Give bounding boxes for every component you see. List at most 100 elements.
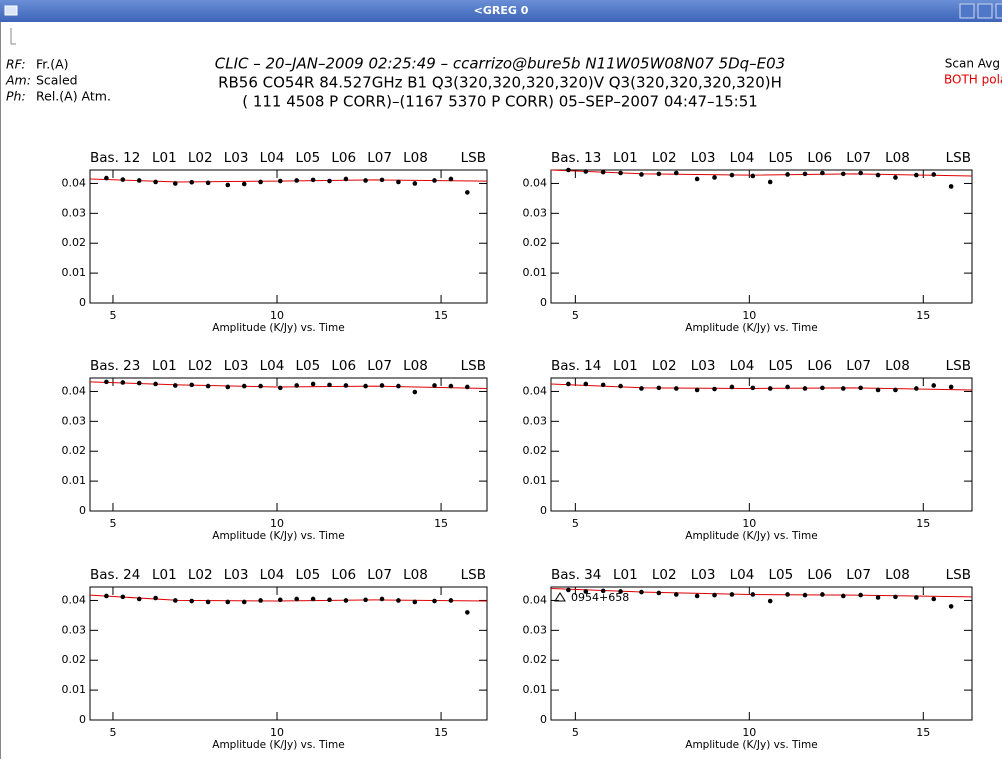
sideband-label: LSB	[946, 358, 971, 374]
plot-frame	[550, 586, 973, 721]
data-point	[379, 596, 385, 602]
data-point	[712, 386, 717, 392]
fit-line	[89, 381, 488, 389]
segment-label: L03	[691, 567, 716, 583]
panel-title: Bas. 12	[90, 150, 140, 166]
data-point	[396, 598, 401, 603]
data-point	[104, 175, 109, 181]
data-point	[802, 171, 808, 177]
data-point	[432, 383, 437, 388]
panel-title: Bas. 23	[90, 358, 140, 374]
y-tick-label: 0.03	[62, 206, 87, 219]
segment-label: L01	[152, 358, 177, 374]
segment-label: L08	[885, 567, 910, 583]
x-tick-label: 10	[270, 517, 284, 530]
plot-frame	[89, 586, 488, 721]
x-tick-label: 5	[109, 309, 116, 322]
data-point	[379, 177, 385, 183]
data-point	[840, 171, 846, 177]
close-button[interactable]	[995, 3, 1002, 19]
minimize-button[interactable]	[959, 3, 975, 19]
data-point	[931, 596, 937, 602]
header-value: Rel.(A) Atm.	[36, 89, 111, 104]
y-tick-label: 0.01	[523, 474, 548, 487]
x-tick-label: 15	[916, 517, 930, 530]
segment-label: L07	[846, 358, 871, 374]
data-point	[802, 592, 808, 598]
y-tick-label: 0.02	[62, 653, 87, 666]
segment-label: L03	[224, 567, 249, 583]
data-point	[205, 383, 211, 389]
segment-label: L01	[152, 567, 177, 583]
data-point	[694, 593, 700, 599]
segment-label: L02	[652, 358, 677, 374]
fit-line	[89, 178, 488, 183]
data-point	[750, 173, 756, 179]
data-point	[136, 178, 142, 183]
segment-label: L07	[846, 567, 871, 583]
x-tick-label: 5	[572, 309, 579, 322]
y-tick-label: 0.03	[523, 623, 548, 636]
segment-label: L01	[613, 150, 638, 166]
fit-line	[550, 588, 973, 598]
y-tick-label: 0	[79, 504, 86, 517]
data-point	[225, 599, 231, 605]
fit-line	[550, 383, 973, 391]
segment-label: L03	[224, 150, 249, 166]
data-point	[583, 381, 589, 387]
sideband-label: LSB	[461, 567, 486, 583]
x-tick-label: 5	[109, 517, 116, 530]
data-point	[767, 386, 773, 391]
sideband-label: LSB	[461, 358, 486, 374]
y-tick-label: 0.04	[523, 593, 548, 606]
plot-frame	[89, 169, 488, 304]
data-point	[583, 169, 589, 174]
y-tick-label: 0.03	[523, 206, 548, 219]
segment-label: L04	[730, 358, 755, 374]
y-tick-label: 0.01	[62, 683, 87, 696]
data-point	[820, 385, 825, 391]
header-line: ( 111 4508 P CORR)–(1167 5370 P CORR) 05…	[242, 93, 758, 111]
maximize-button[interactable]	[977, 3, 993, 19]
data-point	[893, 594, 898, 600]
data-point	[840, 593, 846, 599]
segment-label: L04	[260, 567, 285, 583]
segment-label: L03	[224, 358, 249, 374]
data-point	[785, 592, 790, 597]
data-point	[396, 179, 401, 185]
window-menu-button[interactable]	[4, 5, 18, 16]
x-tick-label: 10	[742, 726, 756, 739]
data-point	[566, 381, 571, 387]
segment-label: L05	[769, 358, 794, 374]
data-point	[802, 386, 808, 391]
data-point	[785, 384, 790, 390]
segment-label: L06	[807, 150, 832, 166]
segment-label: L04	[260, 150, 285, 166]
panel-title: Bas. 14	[551, 358, 601, 374]
header-line: RB56 CO54R 84.527GHz B1 Q3(320,320,320,3…	[218, 74, 782, 92]
data-point	[343, 176, 349, 182]
data-point	[656, 171, 662, 177]
data-point	[277, 385, 283, 391]
y-tick-label: 0.02	[523, 444, 548, 457]
x-tick-label: 10	[742, 309, 756, 322]
annotation-marker	[554, 592, 566, 602]
x-tick-label: 15	[916, 726, 930, 739]
data-point	[618, 170, 623, 176]
y-tick-label: 0.01	[62, 474, 87, 487]
plot-frame	[550, 169, 973, 304]
segment-label: L07	[846, 150, 871, 166]
x-tick-label: 15	[916, 309, 930, 322]
data-point	[258, 179, 263, 185]
segment-label: L01	[613, 358, 638, 374]
data-point	[136, 380, 142, 386]
data-point	[948, 184, 954, 189]
y-tick-label: 0	[79, 296, 86, 309]
data-point	[785, 172, 790, 177]
segment-label: L02	[652, 567, 677, 583]
data-point	[931, 172, 937, 177]
data-point	[173, 598, 178, 603]
data-point	[465, 384, 470, 390]
